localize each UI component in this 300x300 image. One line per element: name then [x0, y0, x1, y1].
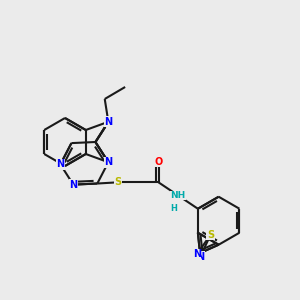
Text: N: N: [69, 180, 77, 190]
Text: N: N: [56, 159, 64, 170]
Text: S: S: [207, 230, 214, 240]
Text: S: S: [114, 177, 121, 187]
Text: N: N: [104, 157, 112, 167]
Text: N: N: [193, 250, 201, 260]
Text: N: N: [104, 117, 112, 127]
Text: H: H: [170, 204, 177, 213]
Text: NH: NH: [171, 191, 186, 200]
Text: N: N: [196, 252, 204, 262]
Text: O: O: [154, 157, 163, 167]
